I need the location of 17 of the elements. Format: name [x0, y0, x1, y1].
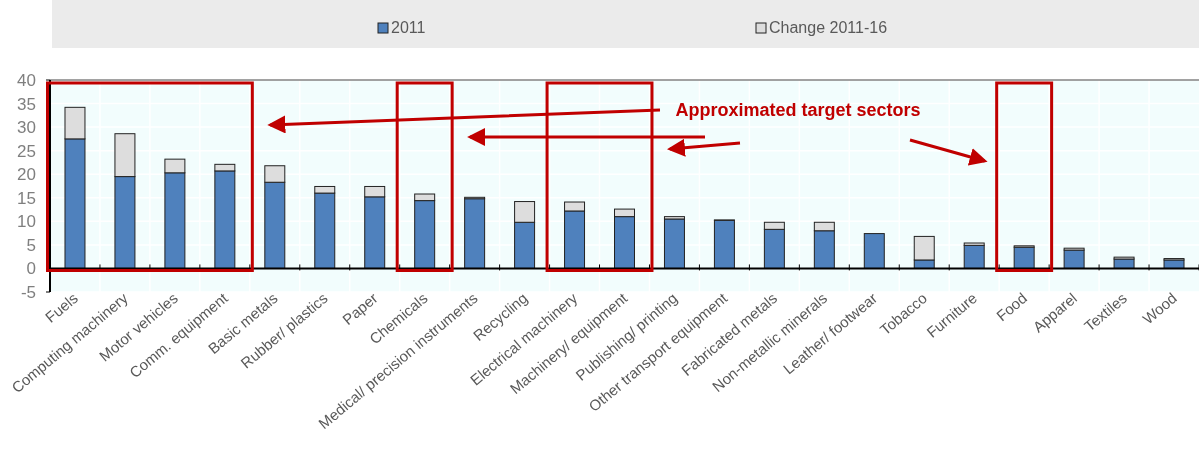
- y-tick-label: 0: [26, 259, 36, 279]
- annotation: Approximated target sectors: [675, 100, 921, 120]
- y-tick-label: 15: [17, 188, 36, 208]
- bar: [863, 233, 885, 269]
- y-tick-label: -5: [20, 282, 36, 302]
- y-tick-label: 5: [26, 235, 36, 255]
- bar: [464, 198, 486, 269]
- y-tick-label: 10: [17, 212, 36, 232]
- bar: [713, 219, 735, 269]
- legend-label: 2011: [391, 19, 426, 36]
- y-tick-label: 35: [17, 94, 36, 114]
- y-tick-label: 30: [17, 118, 36, 138]
- bar: [663, 218, 685, 269]
- y-tick-label: 20: [17, 165, 36, 185]
- y-tick-label: 25: [17, 141, 36, 161]
- legend-label: Change 2011-16: [769, 19, 888, 36]
- y-tick-label: 40: [17, 70, 36, 90]
